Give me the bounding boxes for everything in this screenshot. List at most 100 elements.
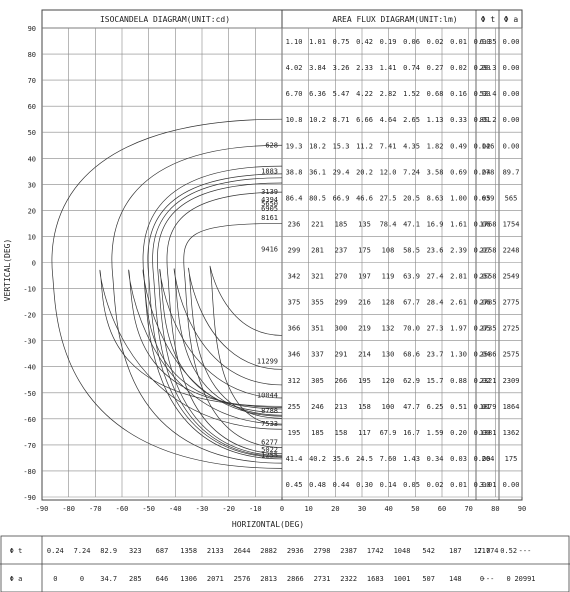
- flux-cell: 12.0: [380, 168, 397, 176]
- flux-cell: 0.05: [403, 481, 420, 489]
- isoline: [173, 268, 283, 416]
- isoline-label: 9416: [261, 245, 278, 253]
- flux-cell: 78.4: [380, 220, 397, 228]
- bottom-row-label: Φ a: [10, 575, 23, 583]
- flux-cell: 7.60: [380, 455, 397, 463]
- flux-cell: 0.27: [427, 64, 444, 72]
- isoline-label: 5650: [261, 200, 278, 208]
- flux-cell: 0.00: [503, 90, 520, 98]
- bottom-cell: 2644: [234, 547, 251, 555]
- flux-cell: 0.00: [503, 142, 520, 150]
- x-axis-label: HORIZONTAL(DEG): [232, 520, 304, 529]
- flux-cell: 58.5: [403, 246, 420, 254]
- x-tick-label: 0: [280, 505, 284, 513]
- flux-cell: 0.69: [450, 168, 467, 176]
- bottom-cell: 542: [422, 547, 435, 555]
- flux-cell: 0.19: [380, 38, 397, 46]
- y-tick-label: 0: [32, 260, 36, 268]
- flux-cell: 6.70: [286, 90, 303, 98]
- flux-cell: 0.02: [474, 377, 491, 385]
- flux-cell: 128: [382, 299, 395, 307]
- flux-cell: 36.1: [309, 168, 326, 176]
- flux-cell: 195: [288, 429, 301, 437]
- flux-cell: 0.00: [503, 116, 520, 124]
- flux-cell: 1.10: [286, 38, 303, 46]
- flux-cell: 0.34: [427, 455, 444, 463]
- flux-cell: 27.3: [427, 325, 444, 333]
- bottom-cell: 82.9: [100, 547, 117, 555]
- flux-cell: 132: [382, 325, 395, 333]
- flux-cell: 0.05: [474, 325, 491, 333]
- flux-cell: 0.75: [333, 38, 350, 46]
- bottom-cell: 0.52: [500, 547, 517, 555]
- isoline: [157, 182, 283, 456]
- flux-cell: 10.8: [286, 116, 303, 124]
- y-tick-label: 40: [28, 155, 36, 163]
- flux-cell: 0.33: [450, 116, 467, 124]
- bottom-cell: 0: [507, 575, 511, 583]
- bottom-cell: 1742: [367, 547, 384, 555]
- y-tick-label: 50: [28, 129, 36, 137]
- flux-cell: 305: [311, 377, 324, 385]
- flux-cell: 7.41: [380, 142, 397, 150]
- flux-cell: 0.06: [474, 220, 491, 228]
- flux-cell: 0.03: [450, 455, 467, 463]
- flux-cell: 1362: [503, 429, 520, 437]
- flux-cell: 2575: [503, 351, 520, 359]
- flux-cell: 236: [288, 220, 301, 228]
- flux-cell: 0.01: [450, 38, 467, 46]
- flux-cell: 0.07: [474, 246, 491, 254]
- flux-cell: 28.4: [427, 299, 444, 307]
- flux-cell: 4.64: [380, 116, 397, 124]
- flux-cell: 0.04: [474, 168, 491, 176]
- bottom-cell: 0: [53, 575, 57, 583]
- flux-cell: 66.9: [333, 194, 350, 202]
- flux-cell: 300: [335, 325, 348, 333]
- flux-cell: 3.01: [480, 481, 497, 489]
- flux-cell: 2.39: [450, 246, 467, 254]
- isoline-label: 7533: [261, 420, 278, 428]
- flux-cell: 0.02: [474, 142, 491, 150]
- bottom-cell: 187: [449, 547, 462, 555]
- flux-cell: 85.2: [480, 116, 497, 124]
- bottom-cell: 1001: [394, 575, 411, 583]
- flux-cell: 67.9: [380, 429, 397, 437]
- flux-cell: 0.06: [403, 38, 420, 46]
- flux-cell: 3.84: [309, 64, 326, 72]
- y-tick-label: 30: [28, 181, 36, 189]
- flux-cell: 0.45: [286, 481, 303, 489]
- flux-cell: 80.5: [309, 194, 326, 202]
- flux-cell: 158: [335, 429, 348, 437]
- x-tick-label: -10: [249, 505, 262, 513]
- isoline: [166, 191, 283, 455]
- isoline: [209, 266, 283, 426]
- bottom-row-label: Φ t: [10, 547, 23, 555]
- bottom-cell: 2731: [314, 575, 331, 583]
- flux-cell: 0.00: [503, 38, 520, 46]
- flux-cell: 5.47: [333, 90, 350, 98]
- flux-cell: 117: [358, 429, 371, 437]
- isoline-label: 1255: [261, 451, 278, 459]
- y-tick-label: 70: [28, 77, 36, 85]
- isoline-label: 4394: [261, 196, 278, 204]
- isoline-label: 11299: [257, 358, 278, 366]
- bottom-cell: ---: [482, 575, 495, 583]
- x-tick-label: -80: [62, 505, 75, 513]
- flux-cell: 197: [358, 273, 371, 281]
- flux-cell: 20.2: [356, 168, 373, 176]
- bottom-cell: 2322: [340, 575, 357, 583]
- y-tick-label: -80: [23, 468, 36, 476]
- flux-cell: 0.02: [450, 64, 467, 72]
- flux-cell: 565: [505, 194, 518, 202]
- flux-cell: 29.4: [333, 168, 350, 176]
- flux-cell: 2309: [503, 377, 520, 385]
- bottom-cell: 20991: [514, 575, 535, 583]
- flux-cell: 3.58: [427, 168, 444, 176]
- x-tick-label: 80: [491, 505, 499, 513]
- flux-cell: 7.24: [403, 168, 420, 176]
- flux-cell: 0.06: [474, 299, 491, 307]
- isoline-label: 8161: [261, 214, 278, 222]
- bottom-cell: 1683: [367, 575, 384, 583]
